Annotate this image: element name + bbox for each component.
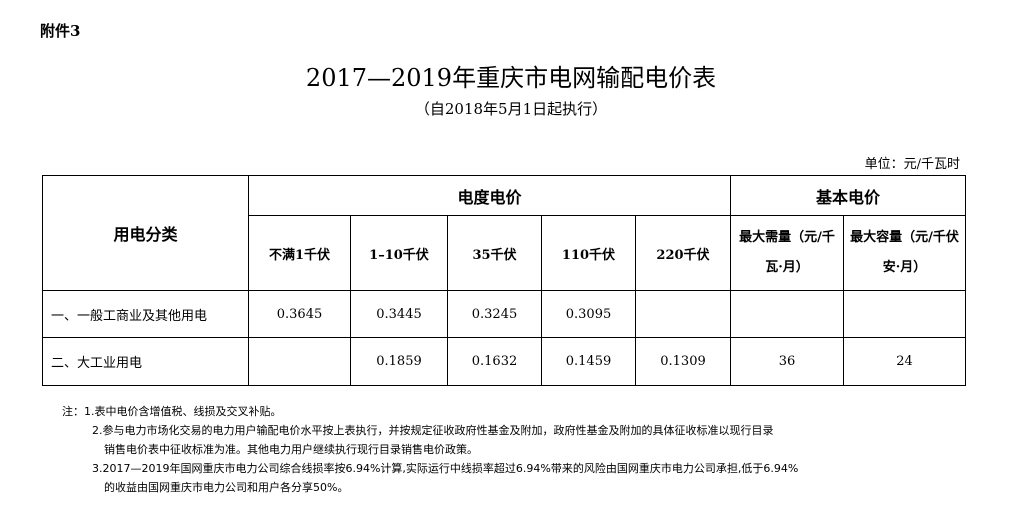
row-label: 二、大工业用电 xyxy=(42,337,249,386)
price-table: 用电分类 电度电价 基本电价 不满1千伏 1–10千伏 35千伏 110千伏 2… xyxy=(42,175,966,386)
energy-price-header: 电度电价 xyxy=(248,175,731,216)
notes: 注：1.表中电价含增值税、线损及交叉补贴。 2.参与电力市场化交易的电力用户输配… xyxy=(62,402,798,497)
column-header: 最大需量（元/千瓦·月） xyxy=(730,215,844,291)
cell xyxy=(635,290,731,338)
cell: 24 xyxy=(843,337,966,386)
cell: 0.1309 xyxy=(635,337,731,386)
column-header: 220千伏 xyxy=(635,215,731,291)
cell xyxy=(248,337,351,386)
cell xyxy=(730,290,844,338)
column-header: 不满1千伏 xyxy=(248,215,351,291)
cell xyxy=(843,290,966,338)
cell: 36 xyxy=(730,337,844,386)
cell: 0.3445 xyxy=(350,290,448,338)
column-header: 1–10千伏 xyxy=(350,215,448,291)
cell: 0.1859 xyxy=(350,337,448,386)
note-2-cont: 销售电价表中征收标准为准。其他电力用户继续执行现行目录销售电价政策。 xyxy=(104,443,478,456)
document-title: 2017—2019年重庆市电网输配电价表 xyxy=(305,64,717,92)
category-header: 用电分类 xyxy=(42,175,249,291)
cell: 0.1459 xyxy=(541,337,636,386)
note-2: 2.参与电力市场化交易的电力用户输配电价水平按上表执行，并按规定征收政府性基金及… xyxy=(92,424,774,437)
row-label: 一、一般工商业及其他用电 xyxy=(42,290,249,338)
column-header: 最大容量（元/千伏安·月） xyxy=(843,215,966,291)
cell: 0.3645 xyxy=(248,290,351,338)
document-subtitle: （自2018年5月1日起执行） xyxy=(414,100,608,118)
cell: 0.1632 xyxy=(447,337,542,386)
note-3: 3.2017—2019年国网重庆市电力公司综合线损率按6.94%计算,实际运行中… xyxy=(92,462,799,475)
attachment-label: 附件3 xyxy=(40,22,81,40)
table-row: 二、大工业用电 0.1859 0.1632 0.1459 0.1309 36 2… xyxy=(42,337,966,386)
cell: 0.3095 xyxy=(541,290,636,338)
unit-label: 单位：元/千瓦时 xyxy=(864,157,960,172)
note-3-cont: 的收益由国网重庆市电力公司和用户各分享50%。 xyxy=(104,481,349,494)
note-1: 注：1.表中电价含增值税、线损及交叉补贴。 xyxy=(62,405,282,418)
column-header: 35千伏 xyxy=(447,215,542,291)
table-row: 一、一般工商业及其他用电 0.3645 0.3445 0.3245 0.3095 xyxy=(42,290,966,338)
basic-price-header: 基本电价 xyxy=(730,175,966,216)
cell: 0.3245 xyxy=(447,290,542,338)
column-header: 110千伏 xyxy=(541,215,636,291)
